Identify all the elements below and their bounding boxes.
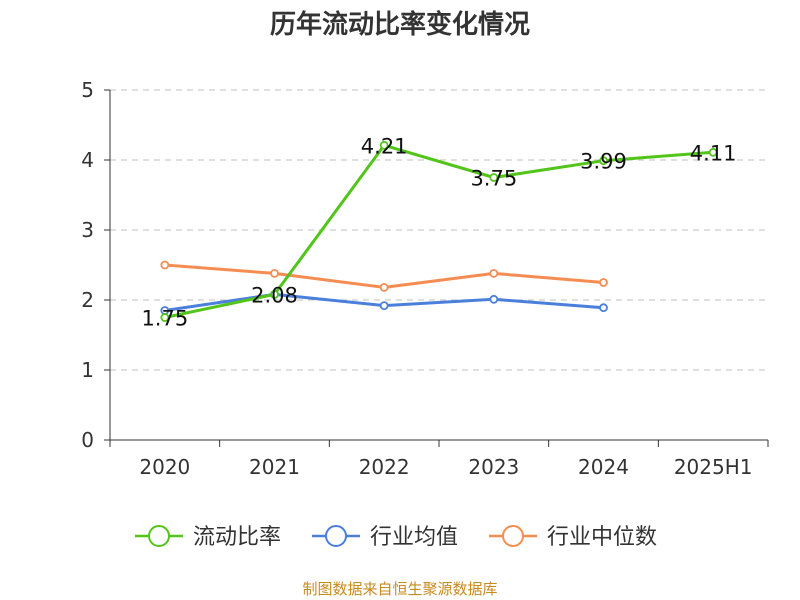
data-label: 2.08 <box>251 283 298 307</box>
legend-label: 行业均值 <box>370 525 458 550</box>
x-tick-label: 2021 <box>249 455 300 479</box>
x-tick-label: 2022 <box>359 455 410 479</box>
data-label: 1.75 <box>141 307 188 331</box>
axes: 0 1 2 3 4 5 2020 2021 2022 2023 2024 2025H1 <box>81 78 769 479</box>
legend-label: 行业中位数 <box>547 525 657 550</box>
legend-item: 流动比率 <box>135 525 281 550</box>
x-tick-label: 2025H1 <box>674 455 753 479</box>
y-tick-label: 5 <box>81 78 94 102</box>
data-point <box>270 289 279 299</box>
data-label: 3.75 <box>470 167 517 191</box>
legend-item: 行业中位数 <box>489 525 657 550</box>
x-tick-label: 2024 <box>578 455 629 479</box>
y-tick-label: 4 <box>81 148 94 172</box>
series-lines <box>164 143 714 319</box>
data-point <box>708 147 718 157</box>
data-point <box>599 303 608 313</box>
grid-lines <box>110 89 768 371</box>
legend-swatch-marker <box>148 525 170 547</box>
data-label: 4.21 <box>361 134 408 158</box>
data-point <box>160 313 170 322</box>
data-point <box>599 278 608 287</box>
legend-swatch-marker <box>502 525 524 547</box>
data-point <box>489 173 499 182</box>
y-tick-label: 3 <box>81 218 94 242</box>
series-line <box>164 143 714 319</box>
data-point <box>379 301 389 311</box>
data-point <box>489 268 499 278</box>
legend-label: 流动比率 <box>193 525 281 550</box>
data-label: 3.99 <box>580 150 627 174</box>
legend-item: 行业均值 <box>312 525 458 550</box>
data-point <box>160 260 170 270</box>
data-point <box>599 156 608 166</box>
series-points <box>160 140 718 322</box>
x-tick-label: 2020 <box>139 455 190 479</box>
legend: 流动比率 行业均值 行业中位数 <box>135 525 657 550</box>
chart-title: 历年流动比率变化情况 <box>269 10 530 40</box>
y-tick-label: 1 <box>81 358 94 382</box>
source-footer: 制图数据来自恒生聚源数据库 <box>302 580 498 598</box>
x-tick-label: 2023 <box>468 455 519 479</box>
y-tick-label: 2 <box>81 288 94 312</box>
y-tick-label: 0 <box>81 428 94 452</box>
legend-swatch-marker <box>325 525 347 547</box>
data-labels: 1.75 2.08 4.21 3.75 3.99 4.11 <box>141 134 736 330</box>
data-point <box>270 268 279 278</box>
data-point <box>489 294 499 304</box>
data-point <box>379 282 389 292</box>
data-label: 4.11 <box>690 141 737 165</box>
data-point <box>379 140 389 150</box>
